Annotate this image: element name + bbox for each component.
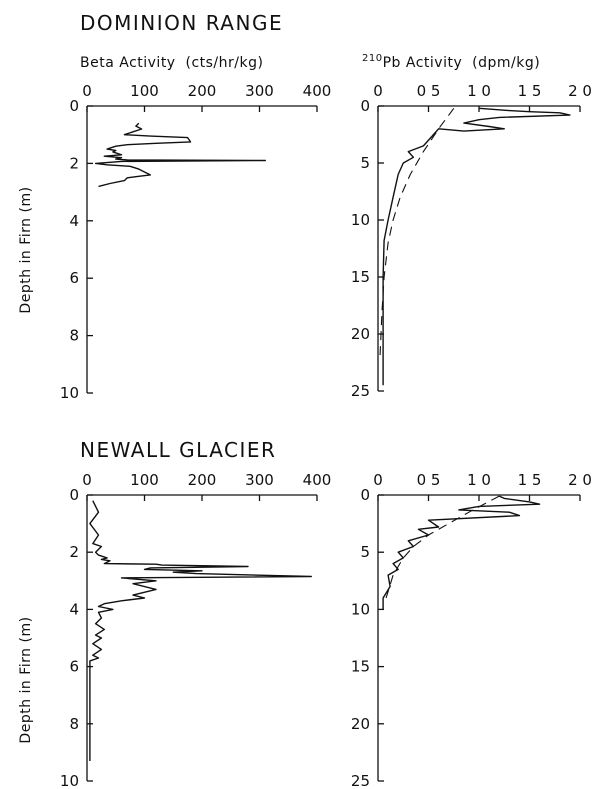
model-curve-dashed bbox=[385, 495, 500, 599]
y-tick-label: 5 bbox=[360, 543, 370, 561]
y-tick-label: 25 bbox=[351, 772, 370, 789]
y-tick-label: 8 bbox=[69, 327, 79, 345]
data-series-line bbox=[94, 122, 266, 188]
x-tick-label: 1 5 bbox=[518, 471, 542, 489]
x-tick-label: 300 bbox=[245, 82, 274, 100]
y-tick-label: 6 bbox=[69, 658, 79, 676]
x-tick-label: 200 bbox=[188, 471, 217, 489]
section-title-newall: NEWALL GLACIER bbox=[80, 438, 276, 462]
y-axis-label-top: Depth in Firn (m) bbox=[18, 186, 34, 313]
pb-axis-title: 210Pb Activity (dpm/kg) bbox=[362, 53, 540, 71]
y-tick-label: 10 bbox=[60, 772, 79, 789]
y-tick-label: 25 bbox=[351, 382, 370, 400]
y-tick-label: 2 bbox=[69, 154, 79, 172]
y-tick-label: 2 bbox=[69, 543, 79, 561]
y-tick-label: 5 bbox=[360, 154, 370, 172]
x-tick-label: 0 bbox=[82, 82, 92, 100]
x-tick-label: 0 5 bbox=[417, 471, 441, 489]
y-tick-label: 0 bbox=[69, 97, 79, 115]
x-tick-label: 400 bbox=[303, 82, 332, 100]
x-tick-label: 0 bbox=[373, 82, 383, 100]
y-tick-label: 15 bbox=[351, 658, 370, 676]
x-tick-label: 0 bbox=[82, 471, 92, 489]
plot-3: 0 100 200 300 400 0 2 4 6 8 10 bbox=[60, 471, 331, 789]
y-tick-label: 8 bbox=[69, 715, 79, 733]
x-tick-label: 1 0 bbox=[467, 82, 491, 100]
x-tick-label: 100 bbox=[130, 82, 159, 100]
y-tick-label: 10 bbox=[351, 600, 370, 618]
plot-1: 0 100 200 300 400 0 2 4 6 8 10 bbox=[60, 82, 331, 402]
x-tick-label: 0 bbox=[373, 471, 383, 489]
x-tick-label: 1 5 bbox=[518, 82, 542, 100]
y-tick-label: 4 bbox=[69, 600, 79, 618]
y-tick-label: 10 bbox=[351, 211, 370, 229]
data-series-line bbox=[89, 500, 312, 761]
pb-isotope-superscript: 210 bbox=[362, 53, 383, 64]
x-tick-label: 1 0 bbox=[467, 471, 491, 489]
y-tick-label: 4 bbox=[69, 212, 79, 230]
x-tick-label: 200 bbox=[188, 82, 217, 100]
x-tick-label: 100 bbox=[130, 471, 159, 489]
data-series-line bbox=[382, 107, 571, 386]
section-title-dominion: DOMINION RANGE bbox=[80, 11, 283, 35]
pb-axis-title-text: Pb Activity (dpm/kg) bbox=[383, 55, 541, 71]
y-tick-label: 0 bbox=[360, 97, 370, 115]
y-tick-label: 0 bbox=[360, 486, 370, 504]
model-curve-dashed bbox=[379, 107, 455, 357]
y-tick-label: 10 bbox=[60, 384, 79, 402]
x-tick-label: 2 0 bbox=[568, 471, 592, 489]
x-tick-label: 2 0 bbox=[568, 82, 592, 100]
y-tick-label: 6 bbox=[69, 269, 79, 287]
y-tick-label: 0 bbox=[69, 486, 79, 504]
y-tick-label: 15 bbox=[351, 268, 370, 286]
y-tick-label: 20 bbox=[351, 715, 370, 733]
x-tick-label: 400 bbox=[303, 471, 332, 489]
x-tick-label: 0 5 bbox=[417, 82, 441, 100]
x-tick-label: 300 bbox=[245, 471, 274, 489]
y-tick-label: 20 bbox=[351, 325, 370, 343]
y-axis-label-bottom: Depth in Firn (m) bbox=[18, 616, 34, 743]
data-series-line bbox=[382, 495, 541, 610]
beta-axis-title: Beta Activity (cts/hr/kg) bbox=[80, 55, 263, 71]
